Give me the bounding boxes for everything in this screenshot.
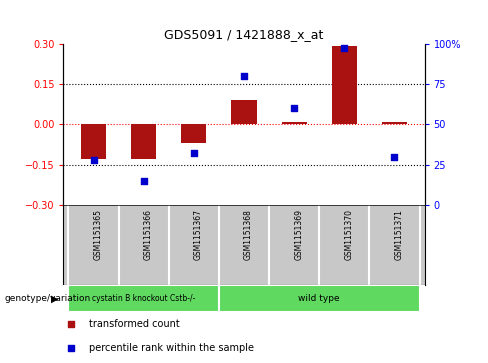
Text: cystatin B knockout Cstb-/-: cystatin B knockout Cstb-/- (92, 294, 195, 303)
Bar (382, 122, 407, 124)
Bar (131, 124, 156, 159)
Text: percentile rank within the sample: percentile rank within the sample (89, 343, 254, 352)
Bar (182, 124, 206, 143)
Title: GDS5091 / 1421888_x_at: GDS5091 / 1421888_x_at (164, 28, 324, 41)
Bar (68, 285, 219, 312)
Text: genotype/variation: genotype/variation (5, 294, 91, 303)
Text: ▶: ▶ (51, 294, 59, 303)
Text: wild type: wild type (299, 294, 340, 303)
Text: GSM1151368: GSM1151368 (244, 209, 253, 260)
Point (140, 178, 147, 184)
Point (67, 345, 75, 351)
Point (190, 151, 198, 156)
Bar (81, 124, 106, 159)
Point (90, 157, 98, 163)
Text: GSM1151369: GSM1151369 (294, 209, 303, 260)
Bar (282, 122, 306, 124)
Point (67, 321, 75, 327)
Text: GSM1151366: GSM1151366 (143, 209, 153, 260)
Text: GSM1151365: GSM1151365 (94, 209, 102, 260)
Point (390, 154, 398, 159)
Point (290, 105, 298, 111)
Bar (332, 46, 357, 124)
Text: GSM1151370: GSM1151370 (345, 209, 353, 260)
Point (341, 45, 348, 51)
Text: GSM1151367: GSM1151367 (194, 209, 203, 260)
Bar (219, 285, 420, 312)
Point (240, 73, 248, 79)
Text: transformed count: transformed count (89, 319, 180, 329)
Text: GSM1151371: GSM1151371 (394, 209, 404, 260)
Bar (231, 100, 257, 124)
